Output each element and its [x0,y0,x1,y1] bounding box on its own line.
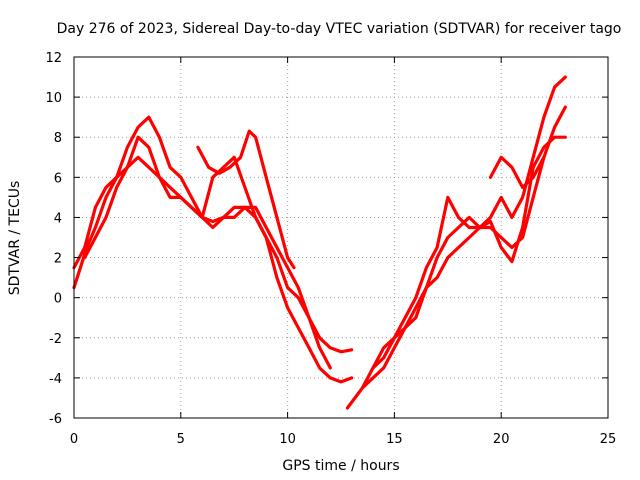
y-tick-label: 0 [54,292,62,307]
y-tick-label: -4 [49,372,62,387]
series-line-trace-a [72,115,354,384]
y-tick-label: -2 [49,332,62,347]
x-axis-label: GPS time / hours [282,458,399,474]
x-axis-ticks: 0 5 10 15 20 25 [70,57,616,447]
y-tick-label: 8 [54,131,62,146]
series-line-trace-g [371,135,567,370]
y-axis-label: SDTVAR / TECUs [7,181,23,296]
grid [74,57,608,418]
y-tick-label: 4 [54,211,62,226]
y-tick-label: 2 [54,252,62,267]
y-tick-label: -6 [49,412,62,427]
series-line-trace-d [196,129,296,270]
plot-frame [73,56,609,419]
x-tick-label: 10 [279,432,296,447]
y-tick-label: 12 [45,51,62,66]
y-tick-label: 6 [54,171,62,186]
series-line-trace-e [345,75,567,410]
x-tick-label: 15 [386,432,403,447]
y-axis-ticks: -6 -4 -2 0 2 4 6 8 10 12 [45,51,608,427]
series-line-trace-h [488,155,546,189]
y-tick-label: 10 [45,91,62,106]
series-line-trace-c [83,155,332,370]
x-tick-label: 20 [493,432,510,447]
x-tick-label: 0 [70,432,78,447]
data-series [72,75,567,410]
x-tick-label: 5 [177,432,185,447]
chart-title: Day 276 of 2023, Sidereal Day-to-day VTE… [57,21,622,37]
x-tick-label: 25 [600,432,617,447]
